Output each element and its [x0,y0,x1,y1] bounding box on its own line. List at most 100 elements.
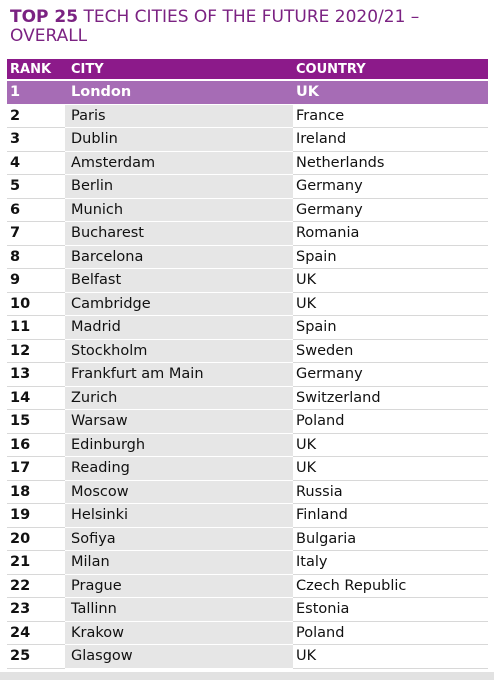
header-row: RANK CITY COUNTRY [7,59,488,81]
rank-cell: 20 [7,527,65,551]
country-cell: Switzerland [293,386,488,410]
city-cell: Berlin [65,174,293,199]
table-row: 4 Amsterdam Netherlands [7,151,488,175]
ranking-table: RANK CITY COUNTRY 1 London UK 2 Paris France 3 Du… [7,59,488,669]
table-row: 22 Prague Czech Republic [7,574,488,598]
city-cell: Edinburgh [65,433,293,457]
table-row: 24 Krakow Poland [7,621,488,645]
table-row: 23 Tallinn Estonia [7,597,488,622]
rank-cell: 7 [7,221,65,246]
city-cell: Amsterdam [65,151,293,175]
country-cell: Estonia [293,597,488,622]
city-cell: Munich [65,198,293,222]
table-row: 16 Edinburgh UK [7,433,488,457]
table-body: 1 London UK 2 Paris France 3 Dublin Ireland 4 Amst… [7,80,488,669]
rank-cell: 19 [7,503,65,528]
city-cell: Helsinki [65,503,293,528]
city-cell: Krakow [65,621,293,645]
table-row: 8 Barcelona Spain [7,245,488,269]
country-cell: France [293,104,488,128]
rank-cell: 14 [7,386,65,410]
rank-cell: 5 [7,174,65,199]
table-row: 6 Munich Germany [7,198,488,222]
country-cell: UK [293,268,488,293]
rank-cell: 8 [7,245,65,269]
country-cell: Germany [293,362,488,387]
country-cell: Germany [293,174,488,199]
city-cell: London [65,80,293,105]
table-row: 2 Paris France [7,104,488,128]
rank-cell: 22 [7,574,65,598]
title: TOP 25 TECH CITIES OF THE FUTURE 2020/21… [10,8,450,46]
rank-cell: 16 [7,433,65,457]
rank-cell: 3 [7,127,65,152]
city-cell: Stockholm [65,339,293,363]
footer-strip [0,672,494,680]
country-cell: Sweden [293,339,488,363]
rank-cell: 11 [7,315,65,340]
table-row: 20 Sofiya Bulgaria [7,527,488,551]
table-row: 10 Cambridge UK [7,292,488,316]
country-cell: Bulgaria [293,527,488,551]
rank-cell: 9 [7,268,65,293]
rank-cell: 15 [7,409,65,434]
country-cell: Finland [293,503,488,528]
country-cell: Russia [293,480,488,504]
city-cell: Prague [65,574,293,598]
city-cell: Belfast [65,268,293,293]
rank-cell: 13 [7,362,65,387]
city-cell: Dublin [65,127,293,152]
city-cell: Barcelona [65,245,293,269]
country-cell: Germany [293,198,488,222]
header-cell: RANK [7,59,65,81]
table-row: 1 London UK [7,80,488,105]
country-cell: Czech Republic [293,574,488,598]
rank-cell: 17 [7,456,65,481]
city-cell: Moscow [65,480,293,504]
country-cell: Romania [293,221,488,246]
rank-cell: 4 [7,151,65,175]
city-cell: Madrid [65,315,293,340]
country-cell: Spain [293,245,488,269]
city-cell: Glasgow [65,644,293,669]
table-row: 5 Berlin Germany [7,174,488,199]
header-cell: COUNTRY [293,59,488,81]
table-row: 11 Madrid Spain [7,315,488,340]
table-row: 13 Frankfurt am Main Germany [7,362,488,387]
city-cell: Paris [65,104,293,128]
rank-cell: 24 [7,621,65,645]
city-cell: Warsaw [65,409,293,434]
city-cell: Zurich [65,386,293,410]
title-rest: TECH CITIES OF THE FUTURE 2020/21 – OVER… [10,7,420,46]
country-cell: Italy [293,550,488,575]
city-cell: Milan [65,550,293,575]
table-row: 3 Dublin Ireland [7,127,488,152]
rank-cell: 10 [7,292,65,316]
country-cell: UK [293,433,488,457]
country-cell: Spain [293,315,488,340]
rank-cell: 25 [7,644,65,669]
table-row: 18 Moscow Russia [7,480,488,504]
table-row: 14 Zurich Switzerland [7,386,488,410]
country-cell: UK [293,292,488,316]
table-row: 19 Helsinki Finland [7,503,488,528]
city-cell: Bucharest [65,221,293,246]
table-row: 12 Stockholm Sweden [7,339,488,363]
country-cell: Ireland [293,127,488,152]
country-cell: UK [293,456,488,481]
rank-cell: 12 [7,339,65,363]
rank-cell: 23 [7,597,65,622]
city-cell: Sofiya [65,527,293,551]
country-cell: UK [293,80,488,105]
country-cell: Netherlands [293,151,488,175]
city-cell: Frankfurt am Main [65,362,293,387]
city-cell: Tallinn [65,597,293,622]
table-row: 17 Reading UK [7,456,488,481]
table-row: 21 Milan Italy [7,550,488,575]
country-cell: UK [293,644,488,669]
title-bold: TOP 25 [10,7,79,27]
table-row: 15 Warsaw Poland [7,409,488,434]
rank-cell: 21 [7,550,65,575]
table-row: 9 Belfast UK [7,268,488,293]
